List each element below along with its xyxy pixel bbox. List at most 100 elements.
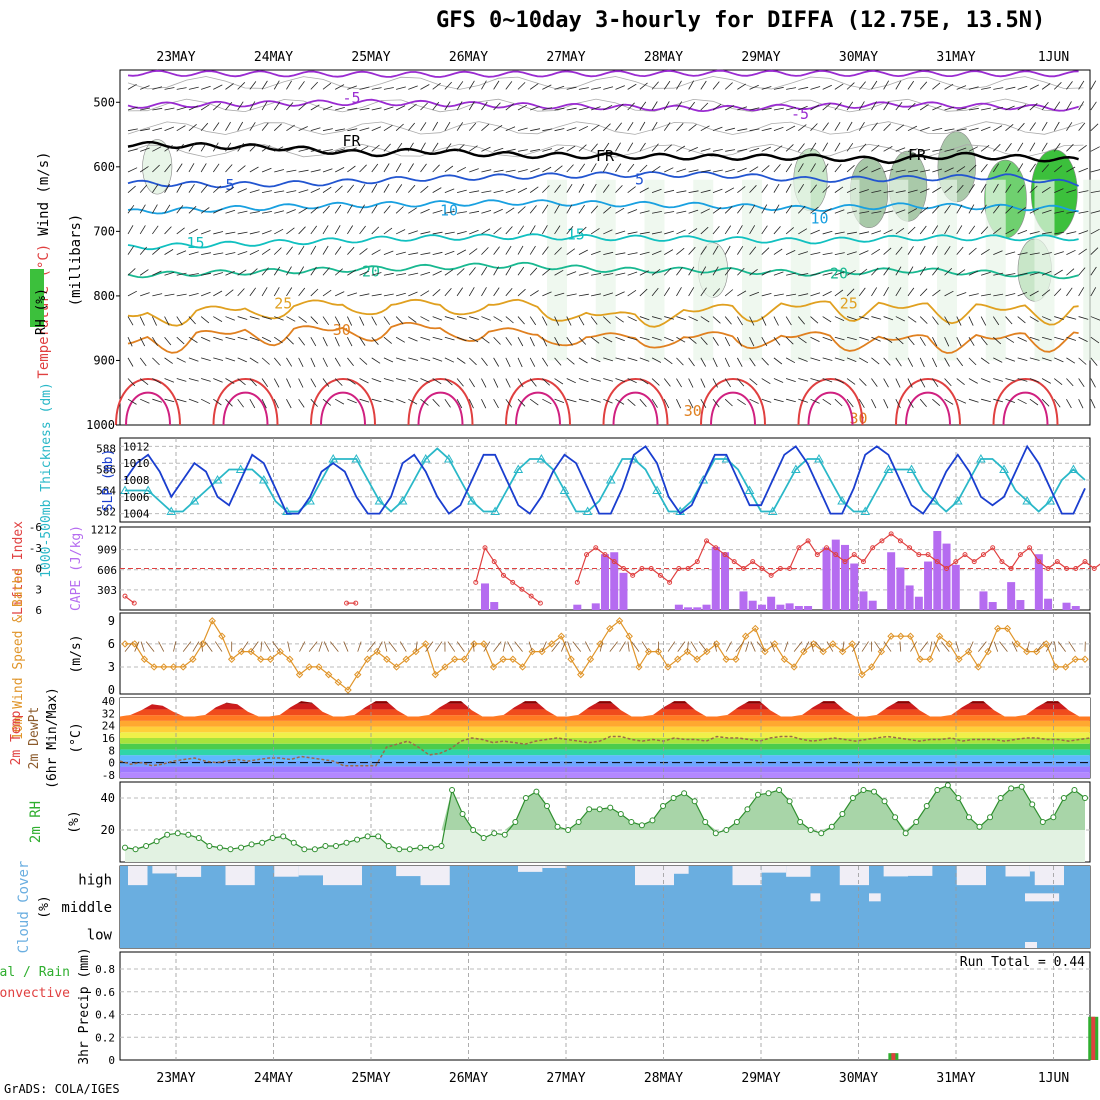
wind-barb: [517, 104, 527, 111]
wind-barb: [164, 144, 173, 152]
wind-speed-point: [615, 617, 624, 625]
wind-barb: [1053, 398, 1061, 408]
wind-barb: [261, 101, 268, 111]
wind-speed-point: [518, 663, 527, 671]
wind-barb: [993, 336, 1002, 345]
wind-barb: [542, 107, 553, 111]
wind-barb: [554, 292, 565, 297]
wind-barb-10m: [343, 641, 349, 652]
hot-core-contour: [417, 391, 464, 426]
wind-barb: [651, 250, 662, 255]
wind-barb: [895, 336, 904, 345]
lifted-index-point: [777, 566, 783, 571]
wind-barb: [651, 121, 658, 131]
wind-barb: [286, 266, 292, 276]
lifted-index-point: [694, 559, 700, 565]
temperature-band: [120, 709, 1090, 716]
wind-barb: [139, 378, 149, 386]
wind-speed-point: [509, 655, 517, 663]
wind-barb: [712, 188, 723, 194]
wind-barb: [846, 251, 857, 255]
wind-barb: [359, 145, 369, 152]
wind-barb: [810, 86, 821, 90]
wind-barb: [249, 81, 257, 90]
wind-barb: [468, 378, 475, 388]
wind-barb: [785, 336, 794, 345]
wind-barb: [286, 80, 292, 90]
wind-barb: [1005, 273, 1016, 276]
wind-speed-point: [800, 647, 808, 656]
thickness-point: [1045, 495, 1056, 505]
wind-barb: [676, 316, 687, 321]
wind-barb: [456, 287, 464, 297]
wind-barb: [603, 273, 614, 276]
lifted-index-line: [124, 533, 1100, 604]
wind-speed-point: [1071, 655, 1080, 663]
wind-barb: [1017, 272, 1028, 276]
wind-barb: [944, 128, 955, 132]
wind-barb: [737, 398, 746, 406]
temp-ylabel: (6hr Min/Max): [45, 687, 60, 789]
lifted-index-point: [519, 586, 525, 592]
wind-barb: [871, 101, 877, 111]
wind-barb: [1005, 86, 1016, 90]
wind-barb: [408, 85, 418, 90]
wind-barb: [456, 357, 466, 364]
wind-barb: [395, 336, 406, 343]
wind-barb: [237, 210, 248, 214]
wind-barb: [529, 398, 539, 406]
rh-point: [607, 804, 614, 811]
wind-barb: [212, 142, 219, 152]
temp-tick: 0: [108, 757, 115, 770]
wind-barb: [529, 267, 538, 276]
temperature-contour: [127, 171, 1079, 189]
wind-barb: [712, 336, 719, 346]
wind-barb-10m: [919, 641, 929, 652]
lifted-index-point: [1082, 559, 1088, 565]
cloud-clear-patch: [883, 866, 908, 877]
wind-barb: [676, 210, 687, 214]
cloud-clear-mid: [1044, 893, 1060, 902]
cape-bar: [721, 552, 729, 610]
wind-barb: [140, 85, 150, 90]
wind-barb: [968, 127, 979, 132]
wind-barb: [517, 378, 524, 388]
wind-barb: [932, 149, 943, 152]
wind-barb: [176, 106, 187, 111]
wind-barb: [981, 293, 992, 297]
wind-barb: [456, 231, 467, 235]
wind-barb: [298, 266, 305, 276]
wind-barb: [895, 80, 902, 90]
wind-barb: [554, 85, 565, 90]
wind-barb: [907, 266, 914, 276]
wind-barb: [895, 209, 906, 214]
wind-barb: [1090, 190, 1100, 194]
wind-barb: [627, 316, 637, 322]
wind-barb: [200, 163, 207, 173]
temperature-contour: [127, 233, 1079, 251]
wind-barb-10m: [955, 641, 960, 652]
wind-barb: [944, 290, 954, 297]
wind-barb-10m: [815, 641, 824, 652]
rh-point: [660, 803, 667, 809]
lifted-index-point: [787, 566, 793, 571]
wind-barb: [554, 184, 561, 193]
wind-barb: [335, 128, 346, 132]
wind-speed-point: [935, 632, 944, 640]
cape-tick: 1212: [91, 524, 118, 537]
hot-core-contour: [505, 378, 571, 426]
wind-barb: [761, 184, 768, 193]
thickness-point: [767, 506, 778, 515]
wind-barb: [554, 225, 561, 235]
wind-barb: [700, 378, 706, 388]
wind-barb: [274, 190, 285, 194]
rh-point: [396, 846, 403, 853]
wind-barb: [371, 107, 382, 111]
rh-point: [417, 844, 424, 851]
wind-barb: [1017, 252, 1028, 255]
wind-barb: [956, 398, 967, 404]
rh-column: [888, 179, 909, 361]
wind-barb: [347, 246, 355, 255]
thickness-point: [814, 453, 824, 463]
wind-speed-point: [383, 655, 391, 663]
